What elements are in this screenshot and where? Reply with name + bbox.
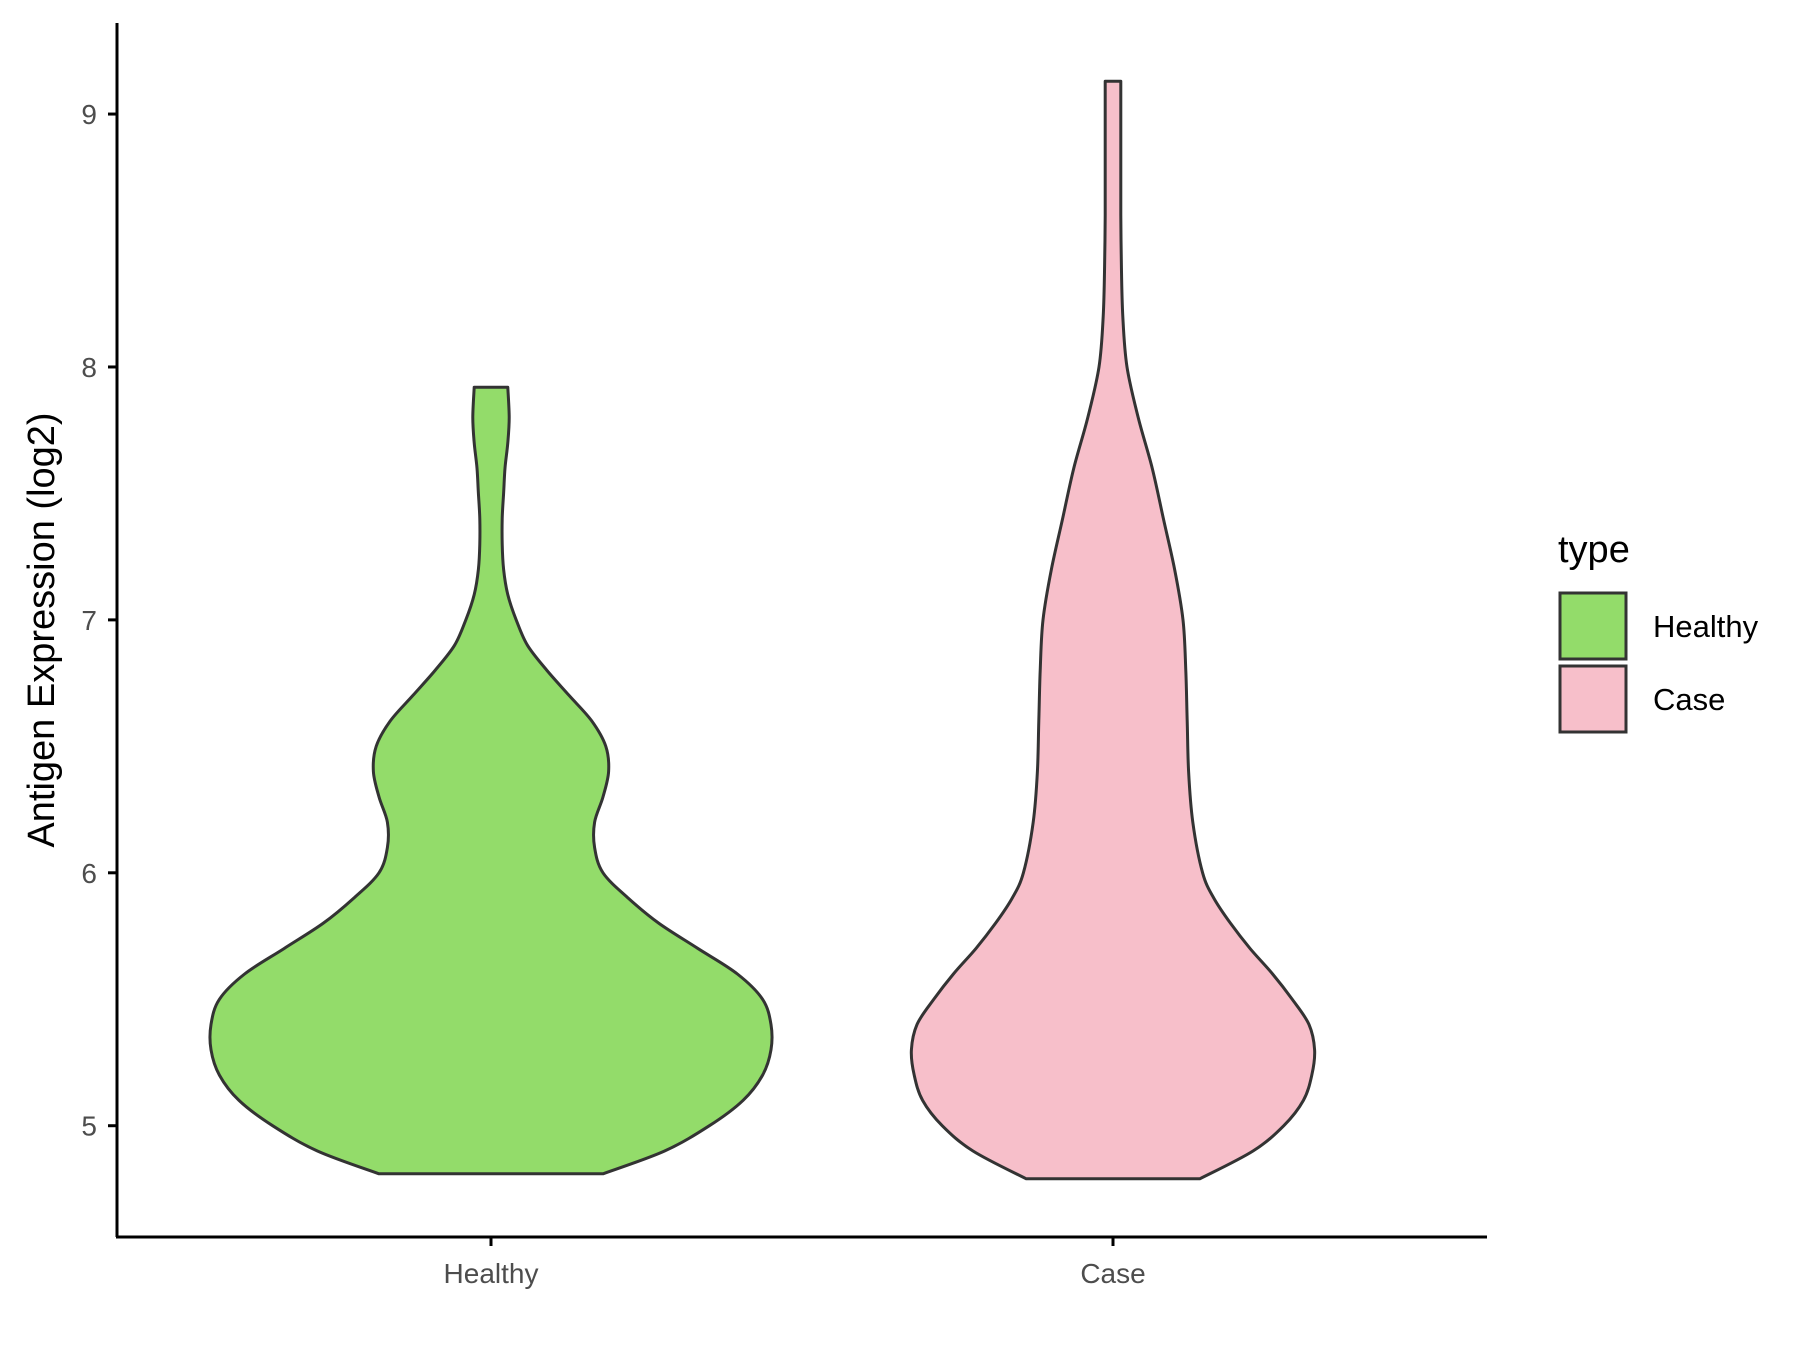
y-tick-label: 6 xyxy=(81,858,97,889)
legend-swatch-case xyxy=(1558,664,1628,734)
legend-label-healthy: Healthy xyxy=(1653,609,1759,644)
violins-group xyxy=(208,79,1317,1181)
violin-case xyxy=(909,79,1317,1181)
y-tick-label: 9 xyxy=(81,99,97,130)
y-tick-label: 8 xyxy=(81,352,97,383)
y-axis-ticks: 5 6 7 8 9 xyxy=(81,99,117,1142)
y-tick-label: 7 xyxy=(81,605,97,636)
x-tick-label-healthy: Healthy xyxy=(444,1258,539,1289)
legend-title: type xyxy=(1558,529,1630,571)
legend-swatch-healthy xyxy=(1558,591,1628,661)
y-axis-title: Antigen Expression (log2) xyxy=(21,412,63,847)
x-tick-label-case: Case xyxy=(1080,1258,1145,1289)
legend: Healthy Case xyxy=(1558,591,1759,734)
legend-label-case: Case xyxy=(1653,682,1725,717)
violin-healthy xyxy=(208,385,774,1176)
x-axis-ticks: Healthy Case xyxy=(444,1237,1146,1289)
y-tick-label: 5 xyxy=(81,1111,97,1142)
